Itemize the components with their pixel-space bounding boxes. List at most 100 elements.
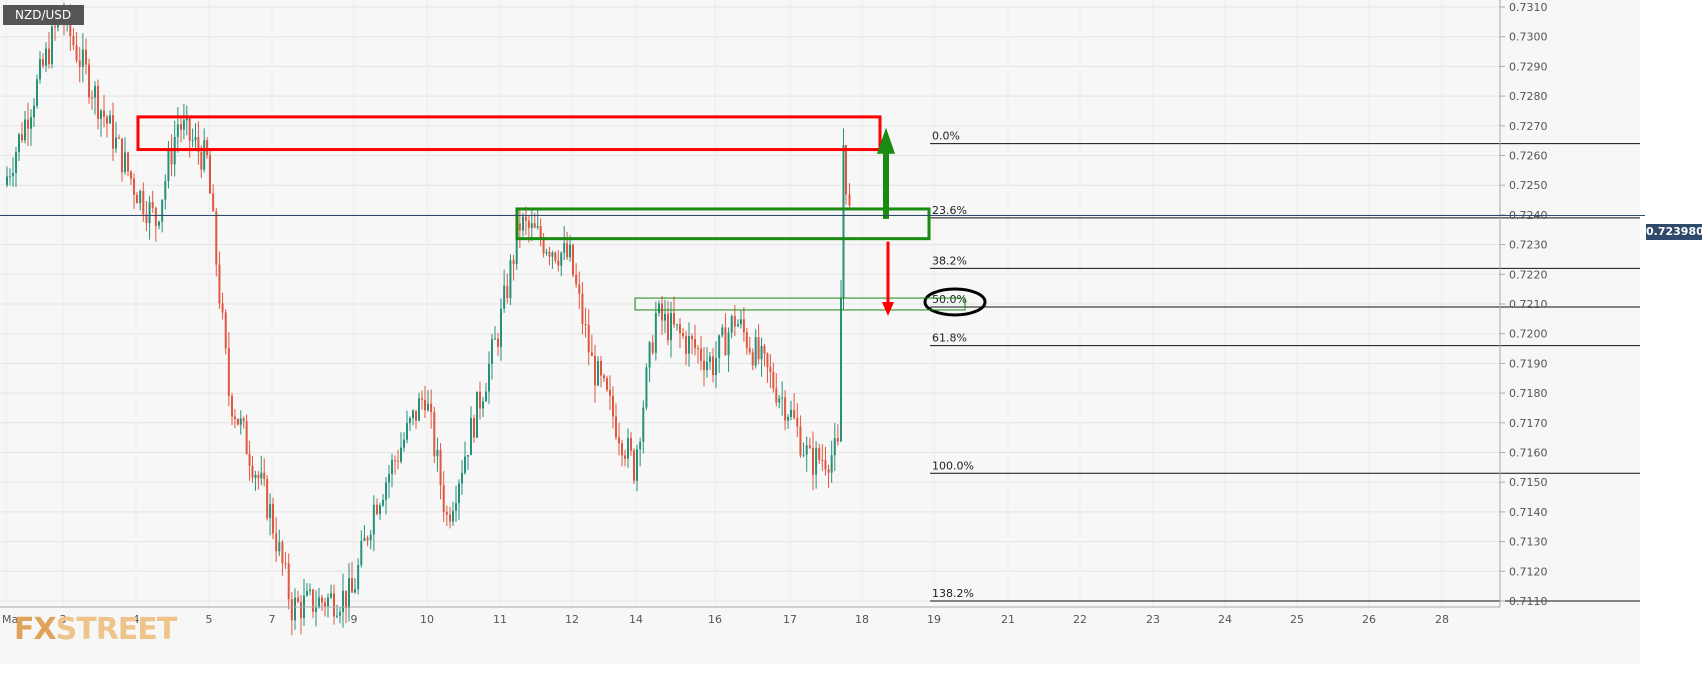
candle-body	[209, 155, 211, 194]
y-tick-label: 0.7270	[1509, 120, 1548, 133]
fxstreet-watermark: FXSTREET	[14, 612, 177, 647]
candle-body	[161, 199, 164, 222]
candle-body	[636, 449, 638, 481]
candle-body	[685, 335, 687, 354]
candle-body	[518, 223, 521, 231]
candle-body	[227, 348, 230, 397]
candle-body	[724, 327, 727, 356]
grid	[0, 0, 1500, 607]
candle-body	[522, 216, 524, 231]
candle-body	[203, 140, 206, 170]
candle-body	[75, 45, 78, 61]
symbol-label: NZD/USD	[3, 5, 84, 25]
candle-body	[139, 190, 142, 204]
candle-body	[363, 537, 366, 541]
candle-body	[130, 171, 132, 179]
candle-body	[633, 450, 635, 481]
candle-body	[754, 337, 757, 366]
candle-body	[587, 324, 590, 353]
candle-body	[100, 110, 102, 119]
x-tick-label: 11	[493, 613, 507, 626]
candle-body	[578, 284, 581, 294]
y-tick-label: 0.7170	[1509, 417, 1548, 430]
candle-body	[248, 453, 251, 466]
candle-body	[30, 117, 32, 129]
y-tick-label: 0.7230	[1509, 239, 1548, 252]
candle-body	[763, 345, 766, 354]
candle-body	[627, 438, 629, 459]
x-tick-label: 12	[565, 613, 579, 626]
candle-body	[642, 407, 645, 442]
candle-body	[158, 221, 160, 226]
arrow-up-head	[877, 127, 895, 154]
candle-body	[845, 145, 847, 195]
candle-body	[506, 285, 509, 299]
candle-body	[342, 590, 344, 613]
candle-body	[449, 514, 451, 522]
candle-body	[39, 59, 41, 80]
candle-body	[557, 260, 560, 266]
fib-label: 138.2%	[932, 587, 974, 600]
candle-body	[718, 335, 721, 359]
x-tick-label: 26	[1362, 613, 1376, 626]
candle-body	[781, 397, 784, 399]
candle-body	[673, 313, 675, 325]
candle-body	[539, 226, 542, 240]
x-tick-label: 23	[1146, 613, 1160, 626]
x-tick-label: 9	[351, 613, 358, 626]
candle-body	[224, 312, 227, 349]
candle-body	[712, 356, 714, 376]
candle-body	[421, 398, 423, 400]
y-tick-label: 0.7110	[1509, 595, 1548, 608]
y-tick-label: 0.7120	[1509, 565, 1548, 578]
candle-body	[145, 214, 148, 224]
x-tick-label: 4	[133, 613, 140, 626]
candle-body	[336, 615, 338, 617]
candle-body	[512, 260, 515, 265]
candle-body	[21, 134, 23, 141]
candle-body	[470, 418, 472, 456]
candle-body	[840, 297, 842, 442]
candle-body	[706, 361, 708, 371]
candle-body	[688, 335, 690, 354]
x-tick-label: 16	[708, 613, 722, 626]
candle-body	[575, 274, 578, 285]
candle-body	[388, 474, 390, 483]
candle-body	[394, 459, 396, 461]
candle-body	[272, 503, 274, 534]
x-tick-label: Mar	[2, 613, 23, 626]
candle-body	[494, 338, 496, 340]
candle-body	[721, 327, 724, 336]
candle-body	[315, 607, 317, 612]
candle-body	[730, 316, 733, 333]
candle-body	[18, 134, 20, 153]
candle-body	[321, 597, 323, 603]
candle-body	[618, 437, 620, 444]
candle-body	[500, 308, 502, 347]
candle-body	[200, 151, 203, 170]
candle-body	[266, 479, 269, 519]
candle-body	[775, 388, 778, 403]
watermark-part1: FX	[14, 612, 57, 647]
candle-body	[15, 152, 17, 174]
zone-resistance	[136, 115, 882, 152]
candle-body	[281, 542, 284, 564]
candle-body	[648, 342, 651, 368]
x-tick-label: 24	[1218, 613, 1232, 626]
candle-body	[682, 333, 684, 336]
candle-body	[709, 356, 711, 362]
candle-body	[778, 398, 781, 403]
candle-body	[482, 401, 484, 409]
candle-body	[97, 85, 99, 119]
candle-body	[769, 367, 772, 372]
candle-body	[127, 152, 129, 172]
candle-body	[284, 563, 287, 565]
candle-body	[180, 124, 182, 130]
candle-body	[351, 578, 353, 593]
candle-body	[654, 313, 657, 353]
candle-body	[766, 353, 769, 368]
candle-body	[372, 504, 375, 535]
candle-body	[676, 324, 678, 326]
candle-body	[345, 590, 347, 609]
candle-body	[473, 418, 475, 438]
